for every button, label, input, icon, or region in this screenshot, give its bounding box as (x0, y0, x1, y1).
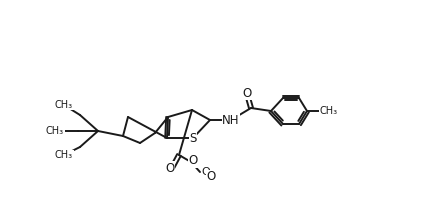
Text: CH₃: CH₃ (55, 150, 73, 160)
Text: O: O (165, 162, 174, 174)
Text: CH₃: CH₃ (319, 106, 337, 116)
Text: O: O (242, 86, 251, 100)
Text: S: S (189, 132, 196, 144)
Text: NH: NH (222, 113, 239, 126)
Text: O: O (188, 154, 197, 167)
Text: CH₃: CH₃ (55, 100, 73, 110)
Text: O: O (206, 171, 215, 184)
Text: CH₃: CH₃ (46, 126, 64, 136)
Text: O: O (201, 167, 210, 177)
